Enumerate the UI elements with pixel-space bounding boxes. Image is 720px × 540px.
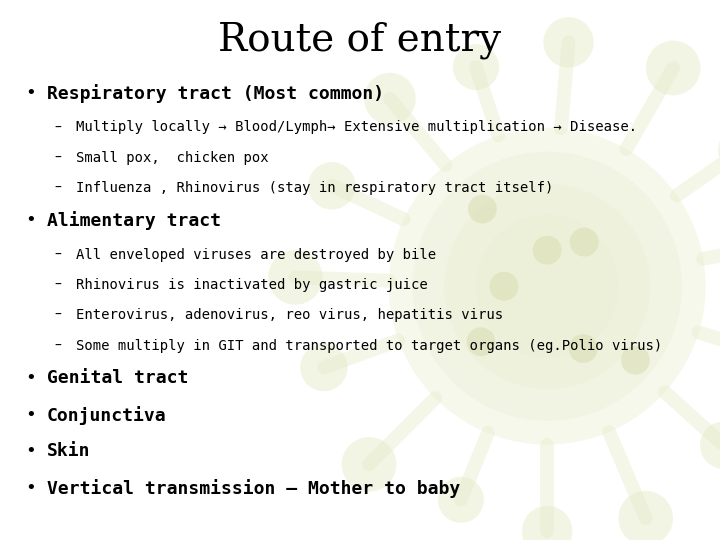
Text: Small pox,  chicken pox: Small pox, chicken pox bbox=[76, 151, 269, 165]
Text: •: • bbox=[25, 211, 36, 229]
Ellipse shape bbox=[453, 44, 499, 90]
Text: •: • bbox=[25, 84, 36, 102]
Text: Some multiply in GIT and transported to target organs (eg.Polio virus): Some multiply in GIT and transported to … bbox=[76, 339, 662, 353]
Ellipse shape bbox=[533, 236, 562, 265]
Ellipse shape bbox=[476, 215, 618, 357]
Ellipse shape bbox=[468, 194, 497, 224]
Text: Multiply locally → Blood/Lymph→ Extensive multiplication → Disease.: Multiply locally → Blood/Lymph→ Extensiv… bbox=[76, 120, 636, 134]
Ellipse shape bbox=[700, 421, 720, 469]
Text: Vertical transmission – Mother to baby: Vertical transmission – Mother to baby bbox=[47, 479, 460, 498]
Ellipse shape bbox=[342, 437, 397, 492]
Text: –: – bbox=[54, 339, 61, 353]
Text: –: – bbox=[54, 308, 61, 322]
Text: Genital tract: Genital tract bbox=[47, 369, 188, 387]
Text: Respiratory tract (Most common): Respiratory tract (Most common) bbox=[47, 84, 384, 103]
Text: Rhinovirus is inactivated by gastric juice: Rhinovirus is inactivated by gastric jui… bbox=[76, 278, 428, 292]
Text: –: – bbox=[54, 151, 61, 165]
Text: Route of entry: Route of entry bbox=[218, 22, 502, 59]
Text: •: • bbox=[25, 479, 36, 497]
Text: Alimentary tract: Alimentary tract bbox=[47, 211, 221, 230]
Text: –: – bbox=[54, 120, 61, 134]
Text: •: • bbox=[25, 442, 36, 460]
Ellipse shape bbox=[490, 272, 518, 301]
Ellipse shape bbox=[570, 228, 598, 256]
Text: All enveloped viruses are destroyed by bile: All enveloped viruses are destroyed by b… bbox=[76, 248, 436, 262]
Ellipse shape bbox=[618, 491, 673, 540]
Ellipse shape bbox=[569, 334, 598, 363]
Text: •: • bbox=[25, 406, 36, 423]
Ellipse shape bbox=[308, 162, 356, 210]
Ellipse shape bbox=[300, 343, 348, 391]
Text: –: – bbox=[54, 181, 61, 195]
Ellipse shape bbox=[544, 17, 594, 68]
Text: •: • bbox=[25, 369, 36, 387]
Ellipse shape bbox=[646, 40, 701, 96]
Ellipse shape bbox=[522, 506, 572, 540]
Ellipse shape bbox=[389, 128, 706, 444]
Text: Conjunctiva: Conjunctiva bbox=[47, 406, 166, 424]
Ellipse shape bbox=[364, 73, 415, 125]
Ellipse shape bbox=[268, 250, 323, 305]
Ellipse shape bbox=[718, 126, 720, 174]
Text: Influenza , Rhinovirus (stay in respiratory tract itself): Influenza , Rhinovirus (stay in respirat… bbox=[76, 181, 553, 195]
Ellipse shape bbox=[467, 327, 495, 356]
Text: Skin: Skin bbox=[47, 442, 90, 460]
Text: –: – bbox=[54, 248, 61, 262]
Ellipse shape bbox=[444, 183, 650, 389]
Ellipse shape bbox=[621, 346, 650, 375]
Text: Enterovirus, adenovirus, reo virus, hepatitis virus: Enterovirus, adenovirus, reo virus, hepa… bbox=[76, 308, 503, 322]
Ellipse shape bbox=[438, 477, 484, 523]
Ellipse shape bbox=[413, 152, 682, 421]
Text: –: – bbox=[54, 278, 61, 292]
